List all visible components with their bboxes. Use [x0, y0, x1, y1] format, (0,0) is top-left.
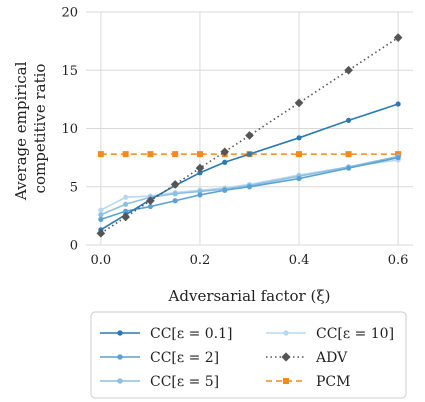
series-line: [100, 36, 399, 235]
legend-swatch-marker: [281, 352, 291, 362]
y-axis-label-line-1: Average empirical: [12, 61, 30, 201]
data-point: [98, 207, 104, 213]
legend-swatch-marker: [117, 330, 123, 336]
legend-swatch-marker: [117, 354, 123, 360]
data-point: [345, 151, 352, 158]
data-point: [393, 33, 403, 42]
y-axis-label: Average empirical competitive ratio: [12, 57, 49, 201]
data-point: [294, 98, 304, 108]
data-point: [122, 151, 129, 158]
legend-item: CC[ε = 0.1]: [100, 326, 233, 342]
y-tick-label: 15: [61, 64, 78, 79]
legend-label: CC[ε = 10]: [316, 326, 394, 342]
legend-label: CC[ε = 2]: [150, 350, 219, 366]
data-point: [395, 101, 401, 107]
data-point: [296, 151, 303, 158]
legend-item: CC[ε = 2]: [100, 350, 219, 366]
legend-label: CC[ε = 0.1]: [150, 326, 233, 342]
data-point: [172, 198, 178, 204]
series-line: [100, 155, 399, 216]
legend-label: CC[ε = 5]: [150, 374, 219, 390]
data-point: [197, 170, 203, 176]
data-point: [195, 163, 205, 173]
data-point: [147, 151, 154, 158]
x-tick-label: 0.2: [190, 253, 211, 268]
data-point: [172, 151, 179, 158]
legend-item: CC[ε = 5]: [100, 374, 219, 390]
data-point: [245, 131, 254, 140]
x-tick-label: 0.6: [388, 253, 409, 268]
data-point: [296, 175, 302, 182]
data-point: [296, 135, 302, 141]
legend: CC[ε = 0.1] CC[ε = 2] CC[ε = 5] CC[ε = 10] A…: [90, 311, 407, 399]
data-point: [96, 229, 106, 238]
data-point: [345, 165, 352, 171]
legend-swatch-marker: [283, 330, 289, 336]
x-tick-label: 0.4: [289, 253, 310, 268]
y-axis-label-line-2: competitive ratio: [31, 64, 49, 194]
axis-labels: Adversarial factor (ξ) Average empirical…: [12, 57, 331, 305]
data-point: [147, 203, 154, 210]
data-point: [98, 212, 104, 218]
legend-item: ADV: [266, 350, 348, 366]
tick-labels: 0.0 0.2 0.4 0.6 0 5 10 15 20: [61, 6, 408, 269]
data-point: [395, 155, 401, 161]
data-point: [197, 192, 203, 198]
data-point: [170, 180, 180, 189]
series-layer: [96, 33, 403, 238]
legend-box: [90, 311, 407, 399]
series-adv: [96, 33, 403, 238]
legend-swatch-marker: [117, 378, 123, 384]
data-point: [220, 147, 230, 157]
data-point: [172, 191, 178, 197]
x-tick-label: 0.0: [91, 253, 112, 268]
data-point: [222, 187, 228, 193]
legend-label: ADV: [315, 350, 348, 366]
y-tick-label: 5: [70, 180, 78, 195]
legend-item: CC[ε = 10]: [266, 326, 394, 342]
data-point: [146, 196, 155, 206]
y-tick-label: 10: [61, 122, 78, 137]
legend-item: PCM: [266, 374, 350, 390]
data-point: [98, 216, 104, 222]
legend-swatch-marker: [283, 378, 289, 384]
data-point: [121, 212, 130, 222]
series-line: [100, 156, 399, 221]
data-point: [222, 159, 228, 165]
data-point: [123, 194, 129, 200]
y-tick-label: 0: [70, 239, 78, 254]
data-point: [123, 201, 129, 207]
data-point: [196, 151, 203, 158]
series-line: [100, 103, 399, 231]
data-point: [97, 151, 104, 158]
x-axis-label: Adversarial factor (ξ): [168, 287, 331, 305]
y-tick-label: 20: [61, 6, 78, 21]
data-point: [345, 117, 352, 123]
data-point: [246, 184, 253, 190]
series-cc-2: [98, 155, 401, 222]
legend-label: PCM: [316, 374, 350, 390]
data-point: [344, 65, 353, 75]
data-point: [246, 151, 253, 157]
